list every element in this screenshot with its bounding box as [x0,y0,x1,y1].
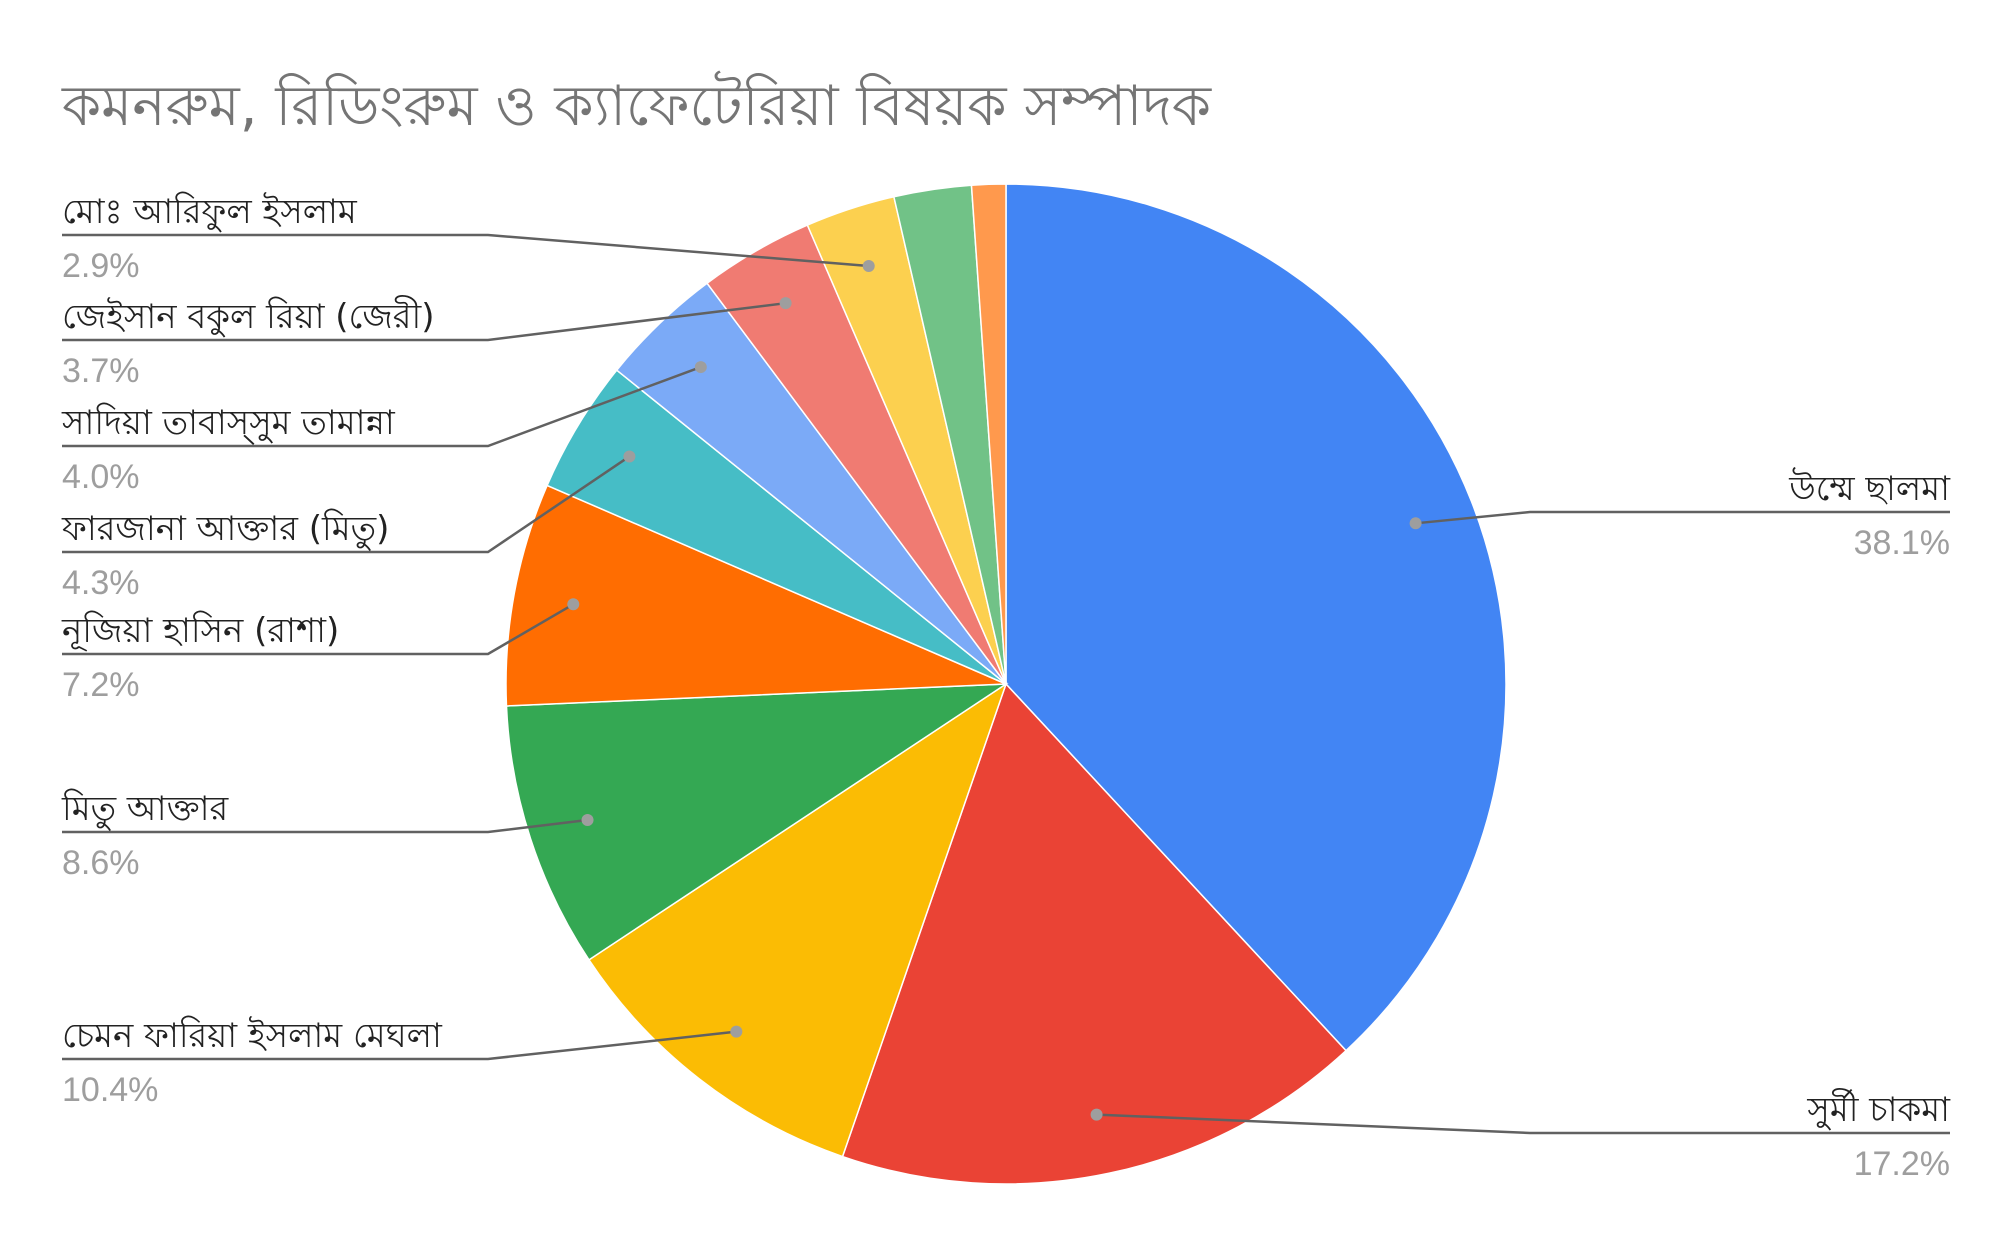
leader-dot-1 [1409,517,1422,530]
leader-dot-8 [779,297,792,310]
slice-percent-2: 17.2% [1854,1145,1950,1183]
leader-line-2 [1096,1113,1950,1135]
pie-slice-1 [1005,183,1507,1052]
leader-line-7 [62,365,702,448]
pie-slices [505,183,1507,1185]
slice-label-6: ফারজানা আক্তার (মিতু) [61,509,389,550]
leader-line-8 [62,301,786,342]
pie-slice-11 [970,183,1007,685]
slice-label-4: মিতু আক্তার [61,789,229,830]
pie-slice-4 [505,683,1009,961]
slice-label-9: মোঃ আরিফুল ইসলাম [62,192,358,232]
chart-title: কমনরুম, রিডিংরুম ও ক্যাফেটেরিয়া বিষয়ক … [61,71,1212,139]
leader-dot-6 [623,450,636,463]
slice-percent-7: 4.0% [62,458,140,496]
pie-labels: উম্মে ছালমা 38.1% সুর্মী চাকমা 17.2% চেমন ফা… [61,192,1951,1183]
leader-line-5 [62,603,574,656]
slice-percent-3: 10.4% [62,1071,158,1109]
slice-label-5: নূজিয়া হাসিন (রাশা) [61,611,339,652]
slice-label-3: চেমন ফারিয়া ইসলাম মেঘলা [62,1016,443,1056]
leader-line-4 [62,818,588,834]
leader-line-9 [62,233,869,268]
slice-label-2: সুর্মী চাকমা [1806,1088,1951,1130]
slice-percent-6: 4.3% [62,564,140,602]
leader-dot-5 [567,598,580,611]
slice-label-7: সাদিয়া তাবাস্সুম তামান্না [61,403,396,445]
slice-percent-4: 8.6% [62,844,140,882]
slice-percent-5: 7.2% [62,666,140,704]
pie-slice-3 [587,682,1008,1158]
slice-percent-9: 2.9% [62,247,140,285]
leader-dot-3 [730,1025,743,1038]
leader-line-6 [62,455,631,554]
pie-slice-5 [505,484,1007,707]
leader-dot-2 [1090,1108,1103,1121]
leader-dot-7 [694,361,707,374]
leader-dot-9 [862,259,875,272]
leader-line-1 [1415,510,1950,525]
pie-slice-2 [841,682,1348,1185]
leader-line-3 [62,1030,737,1061]
slice-percent-1: 38.1% [1854,524,1950,562]
slice-label-8: জেইসান বকুল রিয়া (জেরী) [62,295,434,337]
slice-percent-8: 3.7% [62,352,140,390]
leader-dot-4 [581,813,594,826]
slice-label-1: উম্মে ছালমা [1788,467,1951,509]
